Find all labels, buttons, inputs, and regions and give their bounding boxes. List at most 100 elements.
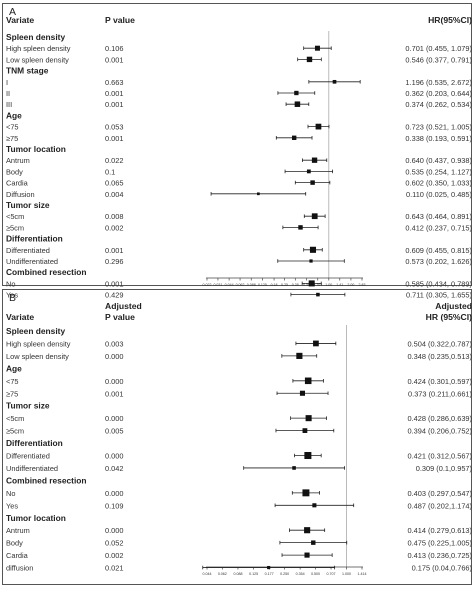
row-antrum: Antrum 0.000 0.414 (0.279,0.613)	[6, 526, 472, 535]
x-tick-label: 1.000	[342, 572, 351, 576]
row-hr-ci: 0.309 (0.1,0.957)	[416, 464, 472, 473]
hr-point	[313, 340, 319, 347]
group-label-combined-resection: Combined resection	[6, 267, 87, 277]
row-pvalue: 0.429	[105, 291, 124, 300]
x-tick-label: 0.25	[281, 283, 288, 287]
hr-point	[311, 540, 316, 545]
hr-point	[309, 246, 317, 253]
row-label: <75	[6, 123, 19, 132]
row-label: ≥75	[6, 134, 18, 143]
row-no: No 0.000 0.403 (0.297,0.547)	[6, 489, 472, 498]
header-hr: HR(95%CI)	[428, 15, 472, 25]
row-label: No	[6, 279, 15, 288]
row-label: <5cm	[6, 414, 24, 423]
row-hr-ci: 0.394 (0.206,0.752)	[407, 427, 472, 436]
x-tick-label: 2.83	[359, 283, 366, 287]
group-label-combined-resection: Combined resection	[6, 475, 87, 485]
row-high-spleen-density: High spleen density 0.003 0.504 (0.322,0.7…	[6, 339, 472, 348]
row-high-spleen-density: High spleen density 0.106 0.701 (0.455, 1.…	[6, 44, 472, 53]
group-label-spleen-density: Spleen density	[6, 326, 65, 336]
row-label: Body	[6, 167, 23, 176]
x-tick-label: 0.044	[203, 572, 212, 576]
row-label: Cardia	[6, 551, 29, 560]
row-hr-ci: 0.487 (0.202,1.174)	[407, 501, 472, 510]
x-tick-label: 0.088	[247, 283, 256, 287]
row-hr-ci: 0.403 (0.297,0.547)	[407, 489, 472, 498]
row-ge-75: ≥75 0.001 0.338 (0.193, 0.591)	[6, 134, 472, 143]
hr-point	[309, 259, 313, 263]
row-pvalue: 0.001	[105, 89, 124, 98]
row-pvalue: 0.663	[105, 78, 124, 87]
row-pvalue: 0.000	[105, 526, 124, 535]
row-label: Differentiated	[6, 452, 50, 461]
row-label: I	[6, 78, 8, 87]
row-pvalue: 0.000	[105, 489, 124, 498]
x-tick-label: 0.022	[203, 283, 212, 287]
row-pvalue: 0.004	[105, 190, 124, 199]
row-undifferentiated: Undifferentiated 0.296 0.573 (0.202, 1.626…	[6, 257, 472, 266]
hr-point	[298, 225, 303, 230]
row-hr-ci: 0.412 (0.237, 0.715)	[405, 223, 472, 232]
header-variate: Variate	[6, 312, 34, 322]
x-tick-label: 0.125	[249, 572, 258, 576]
row-label: <75	[6, 377, 19, 386]
hr-point	[306, 169, 311, 174]
row-differentiated: Differentiated 0.001 0.609 (0.455, 0.815)	[6, 246, 472, 255]
group-label-tumor-size: Tumor size	[6, 200, 50, 210]
x-tick-label: 0.125	[258, 283, 267, 287]
x-tick-label: 2.00	[347, 283, 354, 287]
row-lt-5cm: <5cm 0.000 0.428 (0.286,0.639)	[6, 414, 472, 423]
row-hr-ci: 0.414 (0.279,0.613)	[407, 526, 472, 535]
hr-point	[296, 352, 303, 359]
row-low-spleen-density: Low spleen density 0.001 0.546 (0.377, 0.7…	[6, 55, 472, 64]
header-hr: HR (95%CI)	[426, 312, 472, 322]
row-pvalue: 0.000	[105, 452, 124, 461]
hr-point	[304, 527, 311, 534]
row-pvalue: 0.296	[105, 257, 124, 266]
x-tick-label: 0.088	[233, 572, 242, 576]
row-label: <5cm	[6, 212, 24, 221]
hr-point	[294, 101, 301, 107]
x-tick-label: 1.00	[325, 283, 332, 287]
row-pvalue: 0.021	[105, 564, 124, 573]
hr-point	[291, 135, 297, 140]
row-label: Antrum	[6, 526, 30, 535]
hr-point	[302, 489, 310, 497]
row-ii: II 0.001 0.362 (0.203, 0.644)	[6, 89, 472, 98]
row-pvalue: 0.000	[105, 352, 124, 361]
x-tick-label: 0.177	[265, 572, 274, 576]
row-pvalue: 0.052	[105, 539, 124, 548]
row-diffusion: Diffusion 0.004 0.110 (0.025, 0.485)	[6, 190, 472, 199]
row-hr-ci: 1.196 (0.535, 2.672)	[405, 78, 472, 87]
group-label-age: Age	[6, 363, 22, 373]
x-tick-label: 0.50	[303, 283, 310, 287]
row-pvalue: 0.001	[105, 134, 124, 143]
row-pvalue: 0.053	[105, 123, 124, 132]
hr-point	[315, 123, 322, 130]
row-hr-ci: 0.701 (0.455, 1.079)	[405, 44, 472, 53]
row-label: Yes	[6, 501, 18, 510]
header-variate: Variate	[6, 15, 34, 25]
row-pvalue: 0.008	[105, 212, 124, 221]
row-cardia: Cardia 0.065 0.602 (0.350, 1.033)	[6, 179, 472, 188]
x-tick-label: 1.41	[336, 283, 343, 287]
group-label-spleen-density: Spleen density	[6, 32, 65, 42]
row-diffusion: diffusion 0.021 0.175 (0.04,0.766)	[6, 564, 472, 573]
hr-point	[294, 90, 299, 96]
row-label: ≥5cm	[6, 223, 24, 232]
panel-letter: B	[9, 292, 16, 304]
row-ge-75: ≥75 0.001 0.373 (0.211,0.661)	[6, 389, 472, 398]
row-pvalue: 0.001	[105, 279, 124, 288]
group-label-differentiation: Differentiation	[6, 234, 63, 244]
row-yes: Yes 0.429 0.711 (0.305, 1.655)	[6, 291, 472, 300]
row-ge-5cm: ≥5cm 0.005 0.394 (0.206,0.752)	[6, 427, 472, 436]
row-pvalue: 0.003	[105, 339, 124, 348]
row-pvalue: 0.065	[105, 179, 124, 188]
row-body: Body 0.052 0.475 (0.225,1.005)	[6, 539, 472, 548]
header-pvalue: Adjusted	[105, 301, 142, 311]
row-iii: III 0.001 0.374 (0.262, 0.534)	[6, 100, 472, 109]
row-label: Differentiated	[6, 246, 50, 255]
